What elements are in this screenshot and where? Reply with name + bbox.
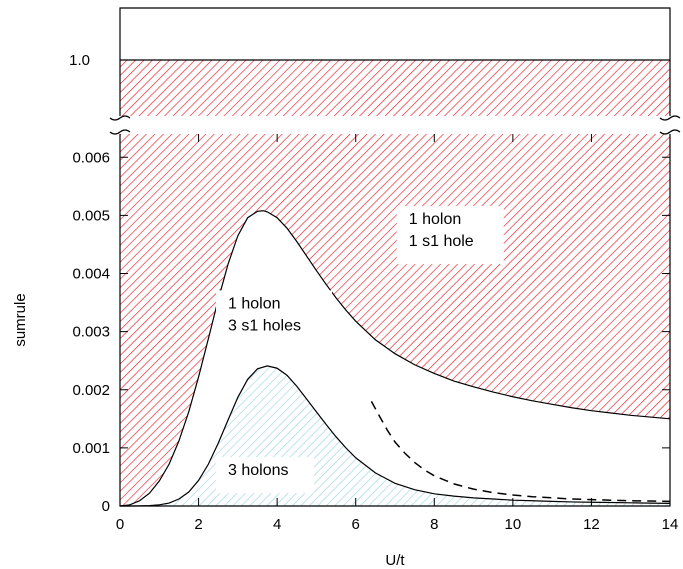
x-axis-ticks: 0 2 4 6 8 10 12 14 [116, 134, 679, 533]
y-tick-label: 0.001 [72, 440, 110, 457]
upper-hatched-region [120, 60, 670, 116]
x-tick-label: 2 [194, 516, 202, 533]
y-tick-label: 0.002 [72, 382, 110, 399]
x-tick-label: 0 [116, 516, 124, 533]
x-tick-label: 6 [352, 516, 360, 533]
one-holon-one-s1-hole-boundary-curve [119, 210, 671, 507]
annotation-label: 1 holon [409, 211, 462, 228]
y-tick-label: 0 [102, 498, 110, 515]
axis-break-mark-right-lower [659, 129, 681, 135]
upper-tick-label: 1.0 [69, 52, 90, 69]
axis-break-gap [110, 116, 680, 134]
dashed-approximation-curve [370, 401, 671, 503]
y-tick-label: 0.003 [72, 324, 110, 341]
region-annotations: 1 holon 1 s1 hole 1 holon 3 s1 holes 3 holon… [216, 206, 504, 494]
x-tick-label: 12 [583, 516, 600, 533]
x-tick-label: 10 [505, 516, 522, 533]
x-axis-title: U/t [385, 552, 405, 569]
x-tick-label: 8 [430, 516, 438, 533]
annotation-box [396, 206, 504, 265]
lower-panel-frame [119, 134, 671, 507]
annotation-label: 3 holons [228, 462, 288, 479]
y-tick-label: 0.005 [72, 207, 110, 224]
axis-break-mark-left-lower [109, 129, 131, 135]
x-tick-label: 14 [662, 516, 679, 533]
three-holons-boundary-curve [120, 365, 671, 507]
upper-panel-frame [119, 7, 671, 116]
axis-break-mark-left [109, 115, 131, 121]
y-tick-label: 0.004 [72, 266, 110, 283]
y-axis-title: sumrule [12, 293, 29, 346]
x-tick-label: 4 [273, 516, 281, 533]
y-axis-ticks: 0 0.001 0.002 0.003 0.004 0.005 0.006 [72, 149, 670, 515]
y-tick-label: 0.006 [72, 149, 110, 166]
annotation-box [216, 290, 333, 349]
annotation-box [216, 457, 315, 494]
annotation-label: 3 s1 holes [228, 317, 301, 334]
annotation-label: 1 holon [228, 295, 280, 312]
annotation-label: 1 s1 hole [409, 233, 474, 250]
axis-break-mark-right [659, 115, 681, 121]
